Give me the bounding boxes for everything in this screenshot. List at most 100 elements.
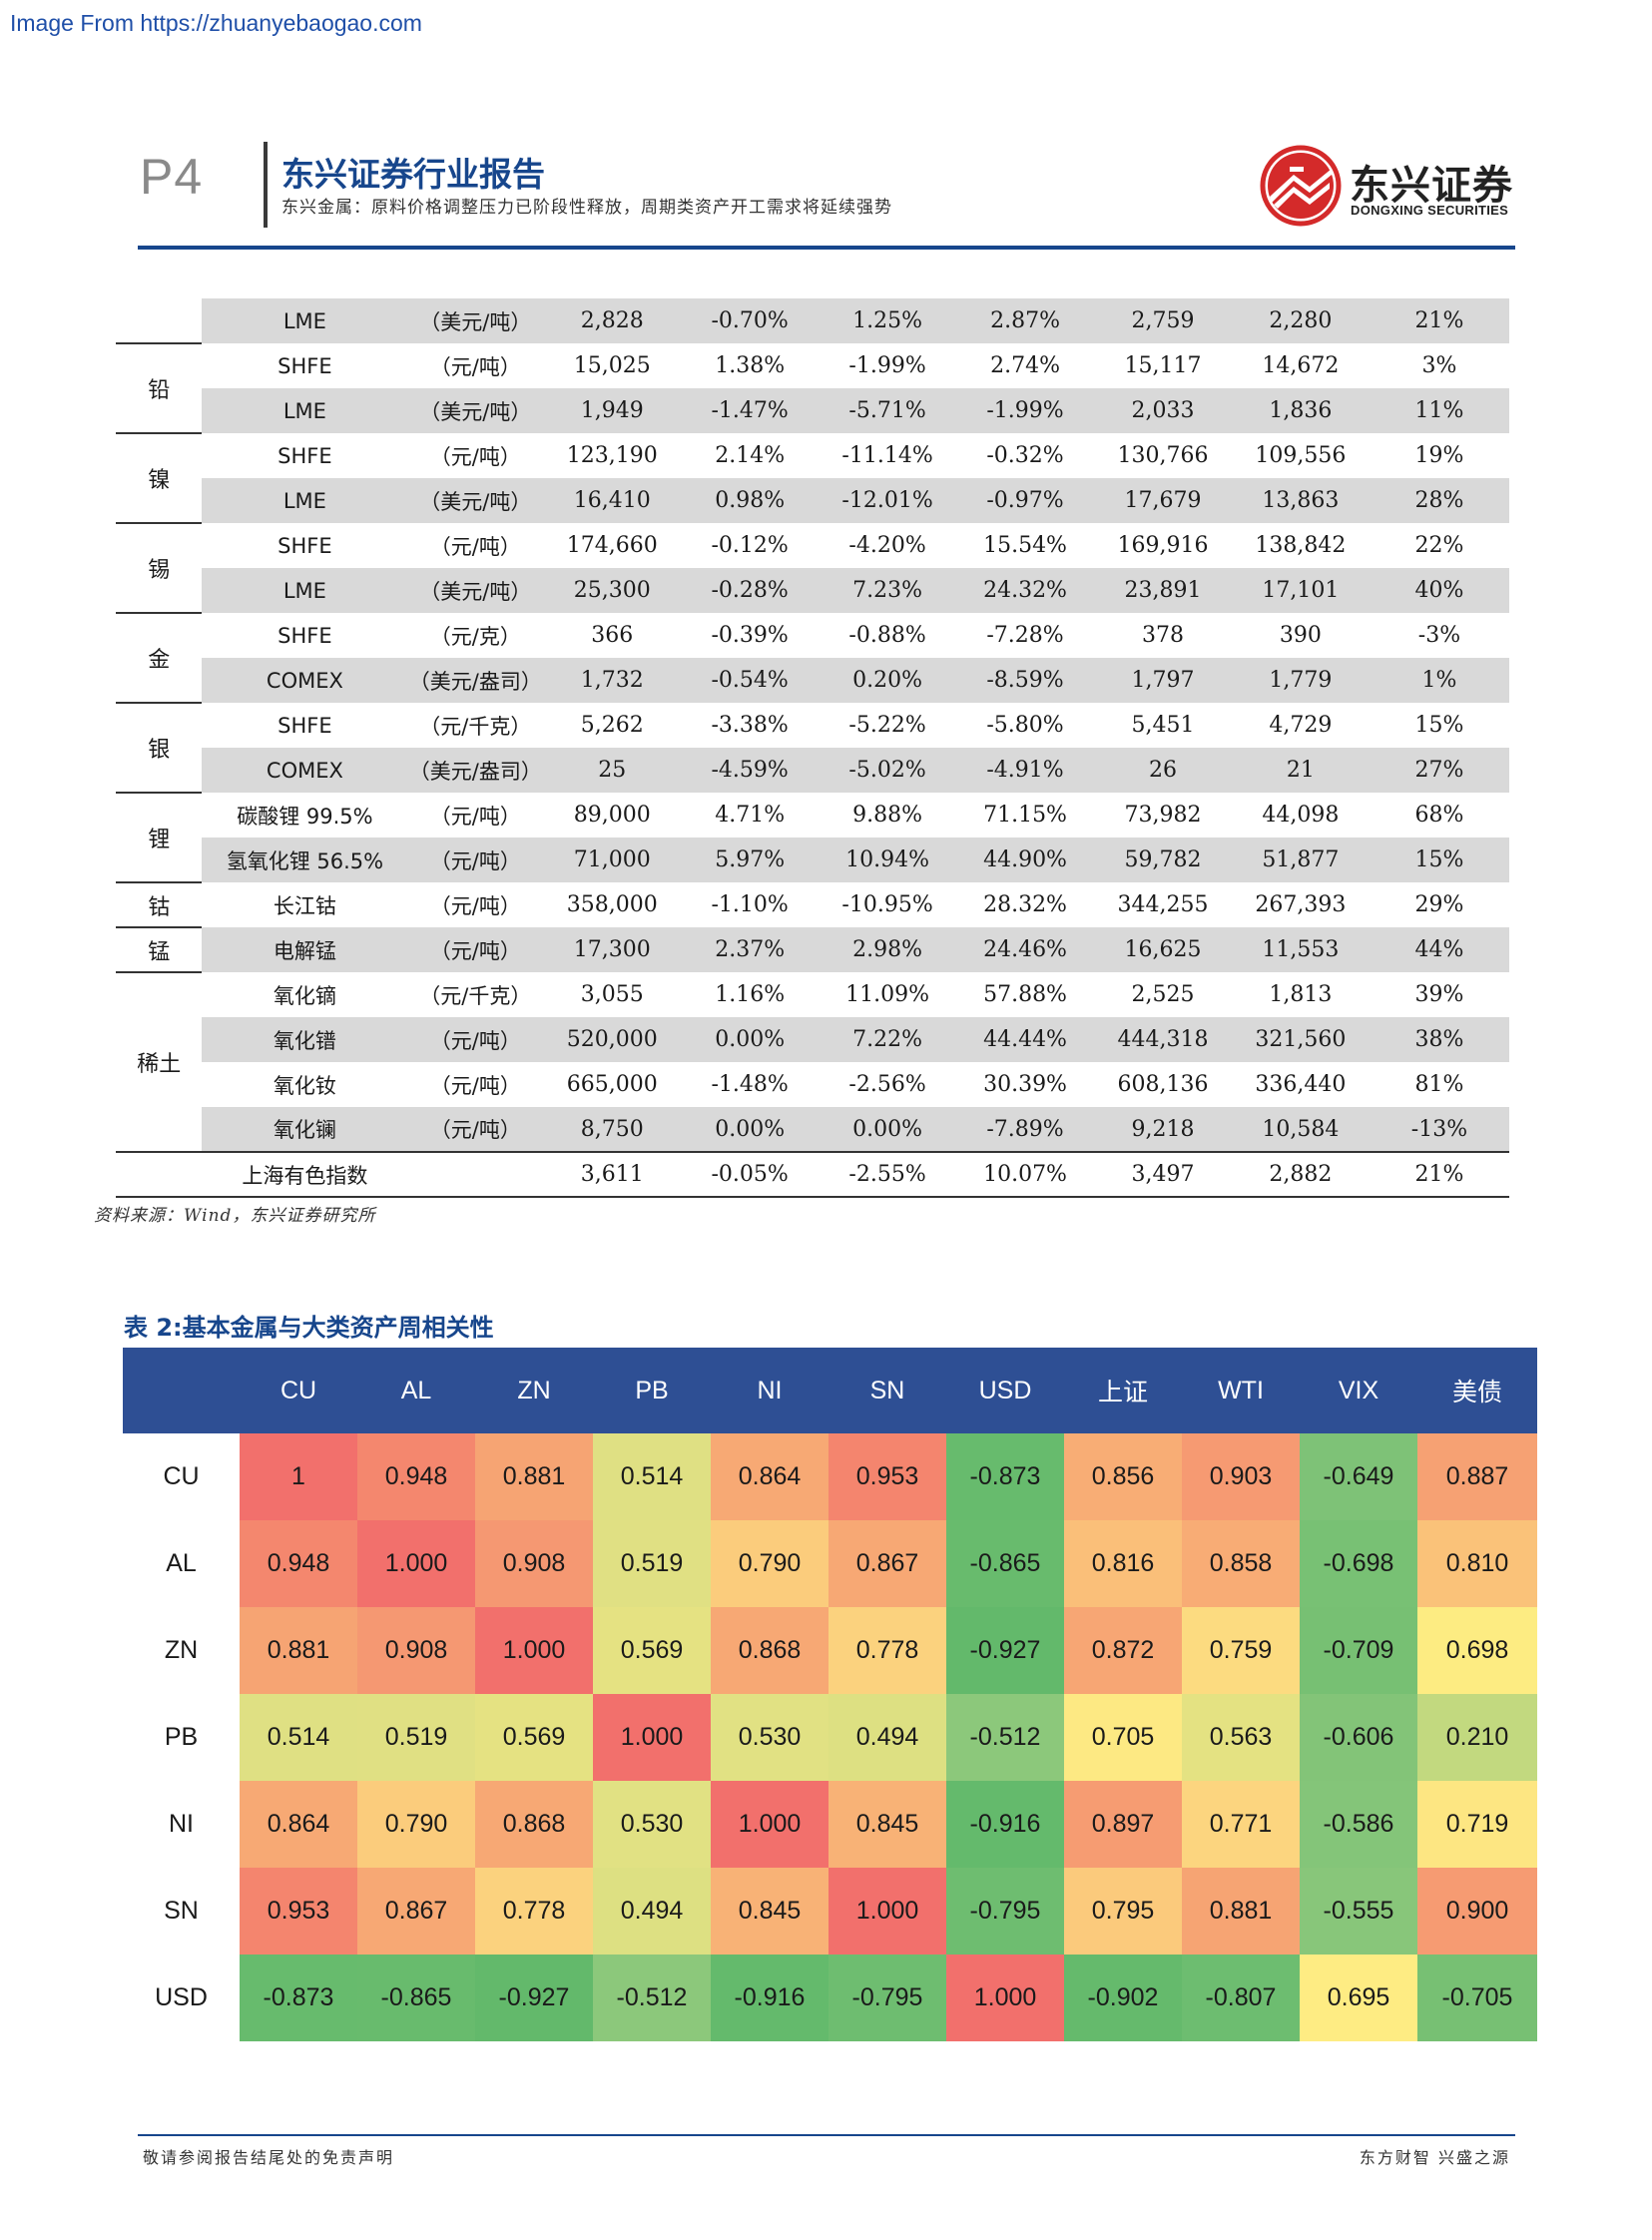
index-yearly-change-cell: 10.07%: [956, 1151, 1094, 1198]
yearly-change-cell: 24.32%: [956, 568, 1094, 613]
metal-group-label: 银: [116, 702, 203, 793]
market-cell: 氢氧化锂 56.5%: [202, 838, 408, 882]
monthly-change-cell: 0.00%: [819, 1107, 957, 1152]
logo-text-en: DONGXING SECURITIES: [1351, 203, 1509, 218]
weekly-change-cell: -1.47%: [681, 388, 820, 433]
avg-2-cell: 321,560: [1231, 1017, 1370, 1062]
weekly-change-cell: -0.28%: [681, 568, 820, 613]
correlation-cell: -0.709: [1300, 1607, 1417, 1694]
correlation-cell: 0.900: [1417, 1868, 1537, 1955]
yearly-change-cell: 44.44%: [956, 1017, 1094, 1062]
index-row-blank: [116, 1151, 203, 1198]
row-header: AL: [123, 1520, 240, 1607]
header-rule: [138, 246, 1515, 250]
index-price-cell: 3,611: [543, 1151, 682, 1198]
monthly-change-cell: -5.71%: [819, 388, 957, 433]
weekly-change-cell: 5.97%: [681, 838, 820, 882]
index-row: 上海有色指数 3,611 -0.05% -2.55% 10.07% 3,497 2,882 2…: [116, 1151, 1509, 1198]
column-header: 美债: [1417, 1348, 1537, 1433]
price-cell: 89,000: [573, 803, 651, 828]
page-number: P4: [140, 149, 204, 205]
price-cell: 15,025: [573, 353, 651, 378]
yearly-change-cell: 28.32%: [983, 892, 1067, 917]
correlation-cell: 0.897: [1064, 1781, 1182, 1868]
yearly-change-cell: 15.54%: [983, 533, 1067, 558]
correlation-cell: 0.494: [593, 1868, 711, 1955]
price-cell: 123,190: [566, 443, 658, 468]
correlation-cell: -0.873: [946, 1433, 1064, 1520]
avg-1-cell: 1,797: [1094, 658, 1232, 703]
monthly-change-cell: -5.22%: [848, 713, 926, 738]
correlation-cell: 1.000: [828, 1868, 946, 1955]
correlation-cell: 1.000: [593, 1694, 711, 1781]
unit-cell: （元/克）: [429, 624, 521, 649]
logo-text-cn: 东兴证券: [1350, 163, 1513, 209]
pct-change-cell: 3%: [1421, 353, 1457, 378]
market-cell: 长江钴: [273, 893, 336, 918]
correlation-cell: 0.514: [593, 1433, 711, 1520]
avg-2-cell: 17,101: [1231, 568, 1370, 613]
price-cell: 25: [543, 748, 682, 793]
column-header: 上证: [1064, 1348, 1182, 1433]
avg-2-cell: 1,813: [1269, 982, 1333, 1007]
correlation-cell: -0.916: [711, 1955, 828, 2041]
price-cell: 5,262: [580, 713, 644, 738]
column-header: [123, 1348, 240, 1433]
avg-2-cell: 44,098: [1262, 803, 1340, 828]
source-watermark: Image From https://zhuanyebaogao.com: [10, 10, 422, 36]
pct-change-cell: 29%: [1414, 892, 1464, 917]
metal-group-label: 锰: [116, 926, 203, 972]
market-cell: COMEX: [202, 658, 408, 703]
correlation-cell: 0.867: [828, 1520, 946, 1607]
correlation-cell: -0.555: [1300, 1868, 1417, 1955]
correlation-cell: 0.569: [593, 1607, 711, 1694]
monthly-change-cell: -11.14%: [841, 443, 933, 468]
unit-cell: （元/吨）: [429, 354, 521, 379]
column-header: NI: [711, 1348, 828, 1433]
correlation-cell: 0.494: [828, 1694, 946, 1781]
yearly-change-cell: 2.87%: [956, 298, 1094, 343]
unit-cell: （美元/吨）: [407, 568, 544, 613]
row-header: USD: [123, 1955, 240, 2041]
unit-cell: （元/吨）: [407, 927, 544, 972]
correlation-cell: 0.845: [828, 1781, 946, 1868]
correlation-cell: -0.705: [1417, 1955, 1537, 2041]
table-row: COMEX （美元/盎司） 1,732 -0.54% 0.20% -8.59% 1,797 1…: [116, 658, 1509, 703]
weekly-change-cell: -1.48%: [711, 1072, 789, 1097]
avg-1-cell: 17,679: [1094, 478, 1232, 523]
avg-2-cell: 267,393: [1255, 892, 1347, 917]
weekly-change-cell: -0.12%: [711, 533, 789, 558]
correlation-row: USD -0.873 -0.865 -0.927 -0.512 -0.916 -0.795 1…: [123, 1955, 1537, 2041]
avg-1-cell: 2,525: [1131, 982, 1195, 1007]
metal-group-label: [116, 298, 203, 343]
monthly-change-cell: -2.56%: [848, 1072, 926, 1097]
correlation-cell: -0.698: [1300, 1520, 1417, 1607]
correlation-row: AL 0.948 1.000 0.908 0.519 0.790 0.867 -0.865 0.…: [123, 1520, 1537, 1607]
monthly-change-cell: 10.94%: [819, 838, 957, 882]
weekly-change-cell: 1.16%: [715, 982, 786, 1007]
correlation-table-caption: 表 2:基本金属与大类资产周相关性: [124, 1314, 494, 1342]
metal-price-table: LME （美元/吨） 2,828 -0.70% 1.25% 2.87% 2,759 2,280…: [116, 298, 1509, 1198]
correlation-cell: 0.868: [475, 1781, 593, 1868]
price-cell: 3,055: [580, 982, 644, 1007]
correlation-cell: -0.795: [946, 1868, 1064, 1955]
yearly-change-cell: -1.99%: [956, 388, 1094, 433]
weekly-change-cell: 4.71%: [715, 803, 786, 828]
weekly-change-cell: 1.38%: [715, 353, 786, 378]
weekly-change-cell: -3.38%: [711, 713, 789, 738]
correlation-cell: 0.810: [1417, 1520, 1537, 1607]
correlation-cell: 0.790: [357, 1781, 475, 1868]
correlation-cell: 0.953: [240, 1868, 357, 1955]
correlation-cell: 0.908: [475, 1520, 593, 1607]
monthly-change-cell: -10.95%: [841, 892, 933, 917]
market-cell: LME: [202, 298, 408, 343]
correlation-cell: -0.512: [593, 1955, 711, 2041]
price-cell: 25,300: [543, 568, 682, 613]
column-header: WTI: [1182, 1348, 1300, 1433]
unit-cell: （元/千克）: [419, 983, 532, 1008]
price-cell: 16,410: [543, 478, 682, 523]
price-cell: 2,828: [543, 298, 682, 343]
pct-change-cell: 19%: [1414, 443, 1464, 468]
table-row: LME （美元/吨） 25,300 -0.28% 7.23% 24.32% 23,891 17…: [116, 568, 1509, 613]
monthly-change-cell: 7.22%: [819, 1017, 957, 1062]
